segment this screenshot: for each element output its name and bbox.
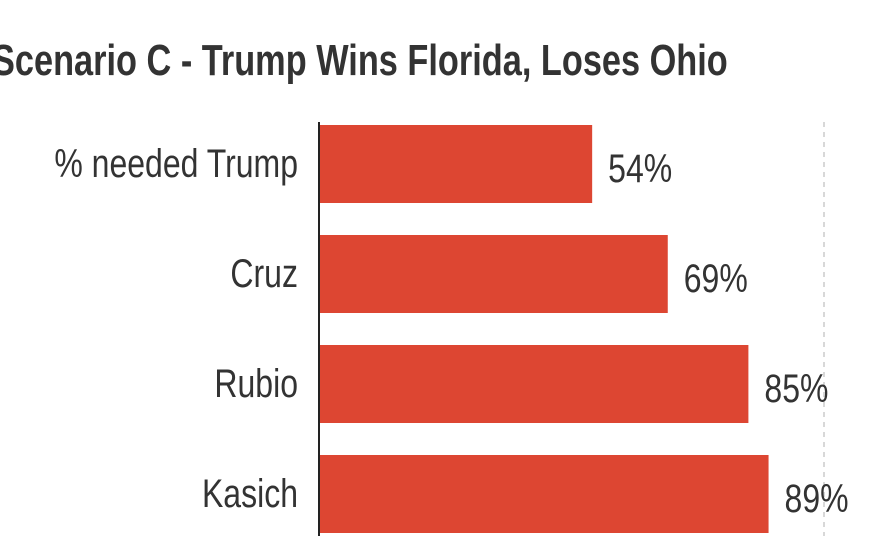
bar xyxy=(320,235,668,313)
bar xyxy=(320,345,749,423)
value-label: 89% xyxy=(785,476,849,521)
bar xyxy=(320,455,769,533)
category-label: % needed Trump xyxy=(54,141,298,186)
value-label: 85% xyxy=(764,366,828,411)
bar xyxy=(320,125,593,203)
chart-title: Scenario C - Trump Wins Florida, Loses O… xyxy=(0,36,728,85)
category-label: Cruz xyxy=(230,251,298,296)
value-label: 54% xyxy=(608,146,672,191)
category-label: Kasich xyxy=(202,471,298,516)
category-label: Rubio xyxy=(214,361,298,406)
value-label: 69% xyxy=(684,256,748,301)
